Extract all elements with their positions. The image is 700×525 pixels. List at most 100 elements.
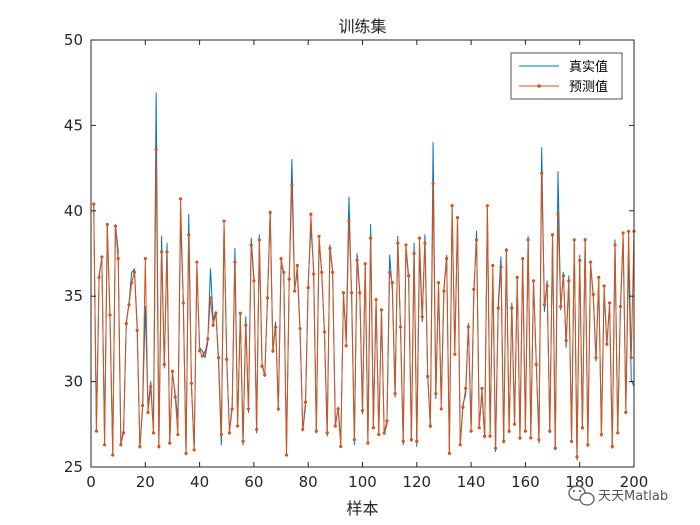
data-point: [198, 349, 202, 353]
data-point: [140, 403, 145, 408]
data-point: [274, 325, 278, 329]
data-point: [404, 243, 408, 247]
data-point: [434, 391, 438, 396]
data-point: [320, 270, 324, 274]
data-point: [518, 436, 522, 440]
legend-box: [510, 52, 623, 100]
data-point: [496, 306, 500, 310]
data-point: [217, 356, 221, 360]
data-point: [461, 405, 465, 409]
data-point: [189, 381, 194, 385]
data-point: [206, 337, 210, 341]
data-point: [629, 356, 633, 360]
data-point: [263, 373, 267, 377]
data-point: [97, 275, 101, 280]
data-point: [417, 236, 422, 240]
data-point: [369, 236, 373, 240]
legend-label-pred: 预测值: [569, 79, 608, 95]
data-point: [360, 409, 365, 413]
data-point: [439, 407, 443, 411]
data-point: [626, 229, 631, 233]
data-point: [208, 296, 213, 300]
data-point: [127, 303, 131, 307]
data-point: [159, 250, 164, 254]
data-point: [230, 407, 234, 411]
data-point: [572, 238, 576, 242]
data-point: [515, 275, 519, 280]
series-line-1: [93, 148, 635, 458]
data-point: [303, 400, 308, 404]
data-point: [233, 260, 237, 264]
data-point: [132, 270, 137, 274]
x-tick-label: 140: [457, 473, 486, 491]
data-point: [431, 181, 435, 186]
data-point: [257, 238, 261, 242]
data-point: [301, 427, 305, 432]
x-tick-label: 100: [348, 473, 377, 491]
data-point: [314, 429, 318, 433]
data-point: [113, 224, 118, 228]
data-point: [168, 441, 172, 445]
data-point: [426, 374, 430, 379]
data-point: [597, 275, 601, 280]
data-point: [252, 279, 256, 283]
data-point: [583, 238, 587, 242]
data-point: [341, 291, 346, 295]
data-point: [398, 325, 403, 329]
data-point: [244, 323, 248, 327]
data-point: [350, 291, 354, 295]
data-point: [553, 446, 557, 450]
data-point: [192, 448, 196, 452]
data-point: [504, 248, 508, 252]
data-point: [567, 279, 571, 283]
data-point: [290, 183, 294, 187]
data-point: [268, 210, 272, 215]
data-point: [149, 385, 153, 389]
data-point: [309, 212, 313, 216]
data-point: [366, 441, 370, 445]
data-point: [282, 270, 286, 274]
data-point: [265, 296, 270, 300]
data-point: [409, 438, 413, 442]
data-point: [187, 233, 191, 237]
data-point: [195, 260, 199, 264]
data-point: [393, 391, 397, 396]
data-point: [556, 212, 560, 216]
data-point: [151, 431, 156, 435]
data-point: [279, 257, 283, 261]
data-point: [214, 311, 218, 315]
data-point: [105, 222, 109, 227]
data-point: [531, 279, 536, 283]
data-point: [184, 451, 188, 455]
data-point: [227, 431, 232, 435]
data-point: [521, 257, 525, 261]
data-point: [173, 395, 177, 399]
data-point: [385, 419, 389, 423]
data-point: [333, 424, 337, 428]
y-tick-label: 45: [64, 116, 83, 134]
data-point: [564, 339, 568, 343]
data-point: [130, 280, 134, 285]
data-point: [336, 407, 340, 411]
x-tick-label: 60: [244, 473, 263, 491]
data-point: [561, 274, 566, 278]
data-point: [415, 439, 419, 443]
data-point: [92, 202, 96, 206]
data-point: [203, 350, 207, 355]
data-point: [225, 357, 229, 361]
data-point: [580, 426, 585, 430]
data-point: [545, 284, 549, 288]
data-point: [347, 219, 351, 223]
data-point: [569, 439, 574, 443]
data-point: [176, 432, 180, 437]
data-point: [255, 427, 259, 432]
y-tick-label: 35: [64, 287, 83, 305]
x-tick-label: 120: [402, 473, 431, 491]
data-point: [331, 270, 335, 274]
data-point: [344, 344, 348, 348]
data-point: [607, 301, 612, 305]
data-point: [165, 250, 169, 254]
x-tick-label: 40: [190, 473, 209, 491]
data-point: [157, 444, 161, 449]
